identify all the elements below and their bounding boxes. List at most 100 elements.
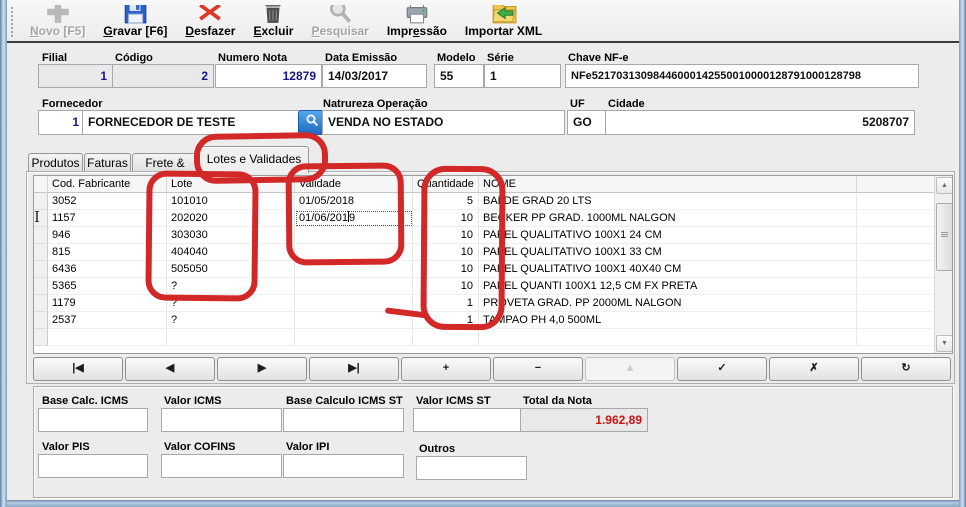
cidade-field[interactable]: 5208707 xyxy=(605,110,915,135)
nav-prior-button[interactable]: ◀ xyxy=(125,357,215,381)
col-header-cod-fabricante[interactable]: Cod. Fabricante xyxy=(48,176,167,193)
uf-field[interactable]: GO xyxy=(567,110,606,135)
cell-lote[interactable]: ? xyxy=(167,278,295,295)
tab-lotes-e-validades[interactable]: Lotes e Validades xyxy=(199,146,309,173)
scroll-thumb[interactable] xyxy=(936,203,952,271)
toolbar-button-importar-xml[interactable]: Importar XML xyxy=(456,5,551,41)
cell-quantidade[interactable]: 1 xyxy=(413,295,479,312)
cell-nome[interactable]: TAMPAO PH 4,0 500ML xyxy=(479,312,857,329)
cell-quantidade[interactable]: 5 xyxy=(413,193,479,210)
nav-cancel-button[interactable]: ✗ xyxy=(769,357,859,381)
cell-lote[interactable]: 202020 xyxy=(167,210,295,227)
cell-lote[interactable]: ? xyxy=(167,312,295,329)
table-row[interactable]: 6436 505050 10 PAPEL QUALITATIVO 100X1 4… xyxy=(34,261,935,278)
cell-quantidade[interactable]: 10 xyxy=(413,244,479,261)
chave-nfe-field[interactable]: NFe5217031309844600014255001000012879100… xyxy=(565,64,919,88)
table-row[interactable]: 946 303030 10 PAPEL QUALITATIVO 100X1 24… xyxy=(34,227,935,244)
scroll-up-button[interactable]: ▲ xyxy=(936,177,952,194)
fornecedor-name-field[interactable]: FORNECEDOR DE TESTE xyxy=(82,110,301,135)
valor-ipi-field[interactable] xyxy=(283,454,404,478)
col-header-lote[interactable]: Lote xyxy=(167,176,295,193)
cell-cod[interactable]: 1179 xyxy=(48,295,167,312)
cell-nome[interactable]: PAPEL QUANTI 100X1 12,5 CM FX PRETA xyxy=(479,278,857,295)
cell-validade[interactable] xyxy=(295,227,413,244)
cell-nome[interactable]: PAPEL QUALITATIVO 100X1 24 CM xyxy=(479,227,857,244)
valor-pis-field[interactable] xyxy=(38,454,148,478)
cell-lote[interactable]: 101010 xyxy=(167,193,295,210)
table-row[interactable]: 2537 ? 1 TAMPAO PH 4,0 500ML xyxy=(34,312,935,329)
serie-field[interactable]: 1 xyxy=(484,64,561,88)
modelo-field[interactable]: 55 xyxy=(434,64,484,88)
cell-quantidade[interactable]: 10 xyxy=(413,210,479,227)
tab-frete-obs[interactable]: Frete & Obs xyxy=(132,153,198,188)
cell-lote[interactable]: 505050 xyxy=(167,261,295,278)
toolbar-button-desfazer[interactable]: Desfazer xyxy=(176,5,244,41)
cell-quantidade[interactable]: 10 xyxy=(413,261,479,278)
edit-text-after-caret: 9 xyxy=(348,212,356,224)
col-header-quantidade[interactable]: Quantidade xyxy=(413,176,479,193)
table-row[interactable]: 1157 202020 01/06/2019 10 BECKER PP GRAD… xyxy=(34,210,935,227)
cell-lote[interactable]: 303030 xyxy=(167,227,295,244)
table-row[interactable]: 3052 101010 01/05/2018 5 BALDE GRAD 20 L… xyxy=(34,193,935,210)
cell-cod[interactable]: 815 xyxy=(48,244,167,261)
filial-field[interactable]: 1 xyxy=(38,64,113,88)
cell-nome[interactable]: BECKER PP GRAD. 1000ML NALGON xyxy=(479,210,857,227)
table-row[interactable]: 5365 ? 10 PAPEL QUANTI 100X1 12,5 CM FX … xyxy=(34,278,935,295)
outros-field[interactable] xyxy=(416,456,527,480)
toolbar-button-excluir[interactable]: Excluir xyxy=(244,5,302,41)
cell-cod[interactable]: 6436 xyxy=(48,261,167,278)
table-row[interactable]: 1179 ? 1 PROVETA GRAD. PP 2000ML NALGON xyxy=(34,295,935,312)
valor-icms-field[interactable] xyxy=(161,408,282,432)
base-calc-icms-field[interactable] xyxy=(38,408,148,432)
cell-quantidade[interactable]: 10 xyxy=(413,278,479,295)
data-emissao-field[interactable]: 14/03/2017 xyxy=(322,64,427,88)
toolbar-gripper[interactable] xyxy=(11,7,15,37)
toolbar-button-impressao[interactable]: Impressão xyxy=(378,5,456,41)
cell-validade[interactable] xyxy=(295,312,413,329)
cell-cod[interactable]: 5365 xyxy=(48,278,167,295)
col-header-nome[interactable]: NOME xyxy=(479,176,857,193)
nav-delete-button[interactable]: − xyxy=(493,357,583,381)
toolbar-button-gravar[interactable]: Gravar [F6] xyxy=(94,5,176,41)
cell-cod[interactable]: 3052 xyxy=(48,193,167,210)
cell-validade[interactable] xyxy=(295,244,413,261)
cell-nome[interactable]: PAPEL QUALITATIVO 100X1 33 CM xyxy=(479,244,857,261)
nav-edit-button[interactable]: ▲ xyxy=(585,357,675,381)
numero-nota-field[interactable]: 12879 xyxy=(215,64,322,88)
nav-post-button[interactable]: ✓ xyxy=(677,357,767,381)
natureza-operacao-field[interactable]: VENDA NO ESTADO xyxy=(322,110,565,135)
nav-refresh-button[interactable]: ↻ xyxy=(861,357,951,381)
toolbar-button-novo[interactable]: Novo [F5] xyxy=(21,5,94,41)
cell-cod[interactable]: 2537 xyxy=(48,312,167,329)
tab-produtos[interactable]: Produtos xyxy=(28,153,83,172)
nav-insert-button[interactable]: + xyxy=(401,357,491,381)
cell-nome[interactable]: BALDE GRAD 20 LTS xyxy=(479,193,857,210)
cell-validade[interactable] xyxy=(295,278,413,295)
fornecedor-code-field[interactable]: 1 xyxy=(38,110,85,135)
nav-first-button[interactable]: |◀ xyxy=(33,357,123,381)
table-row[interactable]: 815 404040 10 PAPEL QUALITATIVO 100X1 33… xyxy=(34,244,935,261)
scroll-down-button[interactable]: ▼ xyxy=(936,335,952,352)
tab-faturas[interactable]: Faturas xyxy=(84,153,131,172)
cell-cod[interactable]: 1157 xyxy=(48,210,167,227)
cell-validade[interactable] xyxy=(295,295,413,312)
nav-next-button[interactable]: ▶ xyxy=(217,357,307,381)
vertical-scrollbar[interactable]: ▲ ▼ xyxy=(934,176,952,353)
cell-lote[interactable]: 404040 xyxy=(167,244,295,261)
cell-validade-editing[interactable]: 01/06/2019 xyxy=(295,210,413,227)
col-header-validade[interactable]: Validade xyxy=(295,176,413,193)
cell-nome[interactable]: PROVETA GRAD. PP 2000ML NALGON xyxy=(479,295,857,312)
cell-quantidade[interactable]: 10 xyxy=(413,227,479,244)
codigo-field[interactable]: 2 xyxy=(112,64,214,88)
cell-cod[interactable]: 946 xyxy=(48,227,167,244)
cell-quantidade[interactable]: 1 xyxy=(413,312,479,329)
base-calculo-icms-st-field[interactable] xyxy=(283,408,404,432)
cell-lote[interactable]: ? xyxy=(167,295,295,312)
cell-validade[interactable]: 01/05/2018 xyxy=(295,193,413,210)
valor-cofins-field[interactable] xyxy=(161,454,282,478)
cell-validade[interactable] xyxy=(295,261,413,278)
nav-last-button[interactable]: ▶| xyxy=(309,357,399,381)
toolbar-button-pesquisar[interactable]: Pesquisar xyxy=(302,5,377,41)
cell-nome[interactable]: PAPEL QUALITATIVO 100X1 40X40 CM xyxy=(479,261,857,278)
cidade-label: Cidade xyxy=(608,98,645,110)
